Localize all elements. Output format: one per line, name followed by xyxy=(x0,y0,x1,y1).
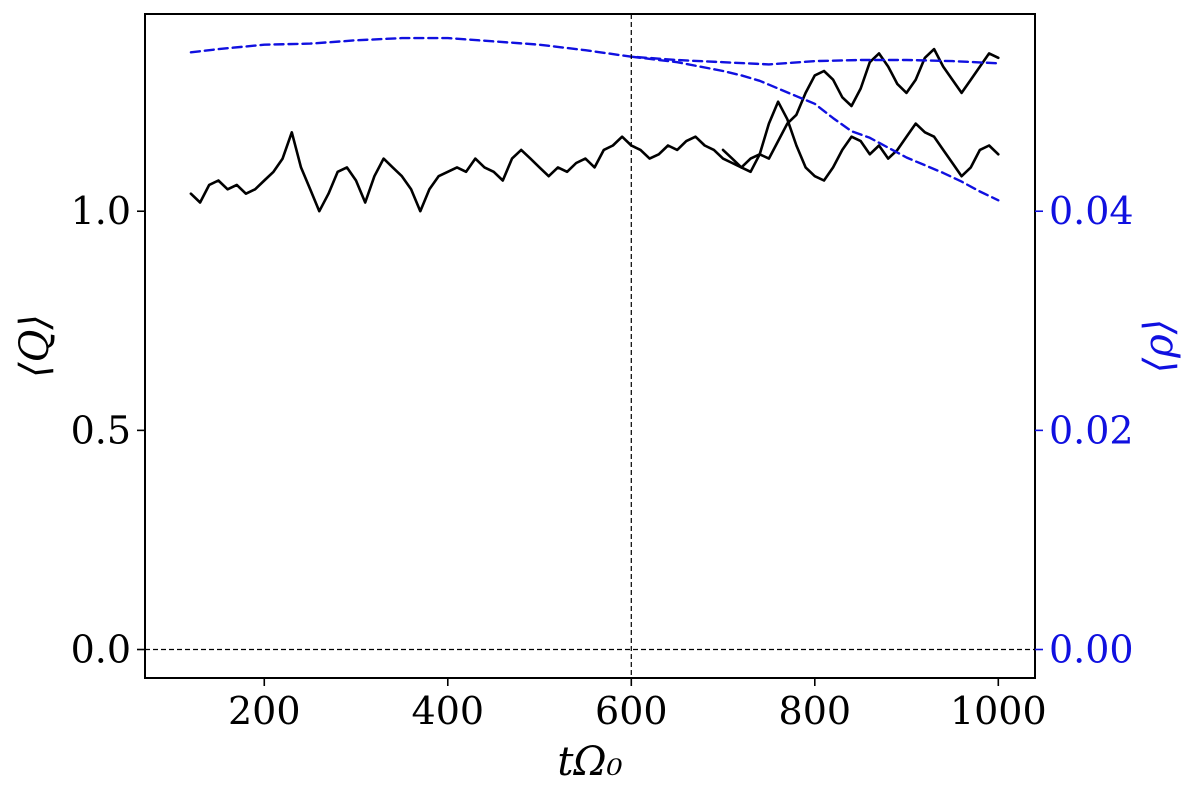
y-right-tick-label: 0.00 xyxy=(1049,628,1134,672)
rho-series-line-3 xyxy=(630,55,1000,202)
y-right-tick-label: 0.02 xyxy=(1049,408,1134,452)
q-series-line-1 xyxy=(721,100,1000,182)
reference-lines xyxy=(145,14,1035,678)
y-left-tick-label: 1.0 xyxy=(71,189,131,233)
x-tick-label: 200 xyxy=(228,689,301,733)
y-right-tick-label: 0.04 xyxy=(1049,189,1134,233)
x-tick-label: 800 xyxy=(779,689,852,733)
plot-frame xyxy=(144,13,1036,679)
series-layer xyxy=(189,36,1000,213)
x-axis-label: tΩ₀ xyxy=(557,739,622,785)
x-tick-label: 400 xyxy=(412,689,485,733)
y-left-tick-label: 0.0 xyxy=(71,628,131,672)
rho-series-line-2 xyxy=(189,36,1000,66)
y-right-axis-label: ⟨ρ⟩ xyxy=(1136,319,1182,374)
q-series-line-0 xyxy=(189,47,1000,213)
x-tick-label: 600 xyxy=(595,689,668,733)
y-left-axis-label: ⟨Q⟩ xyxy=(12,314,58,378)
x-tick-label: 1000 xyxy=(950,689,1047,733)
y-left-tick-label: 0.5 xyxy=(71,408,131,452)
axes: 200 400 600 800 1000 0.0 0.5 1.0 0.00 0.02 0.04 xyxy=(71,189,1134,733)
